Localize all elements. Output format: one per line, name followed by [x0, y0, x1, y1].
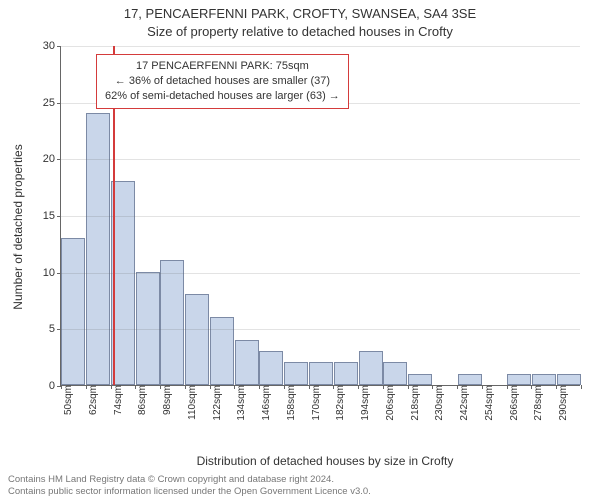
- xtick-mark: [358, 385, 359, 389]
- bar: [557, 374, 581, 385]
- xtick-label: 194sqm: [360, 385, 371, 421]
- bar: [259, 351, 283, 385]
- xtick-mark: [408, 385, 409, 389]
- xtick-mark: [86, 385, 87, 389]
- xtick-mark: [259, 385, 260, 389]
- grid-line: [61, 46, 580, 47]
- grid-line: [61, 216, 580, 217]
- ytick-mark: [57, 273, 61, 274]
- x-axis-label: Distribution of detached houses by size …: [60, 454, 590, 468]
- grid-line: [61, 159, 580, 160]
- xtick-label: 206sqm: [385, 385, 396, 421]
- xtick-label: 86sqm: [137, 385, 148, 415]
- bar: [532, 374, 556, 385]
- chart-container: 17, PENCAERFENNI PARK, CROFTY, SWANSEA, …: [0, 0, 600, 500]
- xtick-mark: [210, 385, 211, 389]
- ytick-mark: [57, 216, 61, 217]
- xtick-mark: [507, 385, 508, 389]
- footer-line-2: Contains public sector information licen…: [8, 486, 592, 498]
- highlight-tooltip: 17 PENCAERFENNI PARK: 75sqm← 36% of deta…: [96, 54, 349, 109]
- xtick-mark: [185, 385, 186, 389]
- bar: [408, 374, 432, 385]
- ytick-label: 20: [43, 153, 55, 165]
- bar: [458, 374, 482, 385]
- bar: [309, 362, 333, 385]
- ytick-mark: [57, 103, 61, 104]
- xtick-label: 182sqm: [335, 385, 346, 421]
- xtick-label: 74sqm: [113, 385, 124, 415]
- bar: [507, 374, 531, 385]
- xtick-mark: [160, 385, 161, 389]
- ytick-mark: [57, 329, 61, 330]
- bar: [61, 238, 85, 385]
- xtick-label: 98sqm: [162, 385, 173, 415]
- xtick-mark: [482, 385, 483, 389]
- footer-attribution: Contains HM Land Registry data © Crown c…: [8, 474, 592, 498]
- plot-area: 05101520253050sqm62sqm74sqm86sqm98sqm110…: [60, 46, 580, 386]
- xtick-label: 266sqm: [509, 385, 520, 421]
- xtick-label: 230sqm: [434, 385, 445, 421]
- ytick-label: 30: [43, 40, 55, 52]
- xtick-label: 170sqm: [311, 385, 322, 421]
- ytick-label: 10: [43, 267, 55, 279]
- ytick-label: 5: [49, 323, 55, 335]
- xtick-mark: [309, 385, 310, 389]
- ytick-label: 0: [49, 380, 55, 392]
- footer-line-1: Contains HM Land Registry data © Crown c…: [8, 474, 592, 486]
- tooltip-line: 62% of semi-detached houses are larger (…: [105, 89, 340, 104]
- ytick-mark: [57, 46, 61, 47]
- xtick-label: 254sqm: [484, 385, 495, 421]
- chart-title-sub: Size of property relative to detached ho…: [0, 24, 600, 39]
- bar: [284, 362, 308, 385]
- xtick-mark: [61, 385, 62, 389]
- bar: [160, 260, 184, 385]
- ytick-label: 15: [43, 210, 55, 222]
- xtick-label: 290sqm: [558, 385, 569, 421]
- bar: [185, 294, 209, 385]
- grid-line: [61, 329, 580, 330]
- bar: [359, 351, 383, 385]
- xtick-label: 158sqm: [286, 385, 297, 421]
- xtick-label: 278sqm: [533, 385, 544, 421]
- bar: [334, 362, 358, 385]
- xtick-mark: [383, 385, 384, 389]
- tooltip-line: ← 36% of detached houses are smaller (37…: [105, 74, 340, 89]
- xtick-label: 242sqm: [459, 385, 470, 421]
- chart-title-main: 17, PENCAERFENNI PARK, CROFTY, SWANSEA, …: [0, 6, 600, 21]
- bar: [136, 272, 160, 385]
- xtick-label: 146sqm: [261, 385, 272, 421]
- xtick-label: 122sqm: [212, 385, 223, 421]
- xtick-label: 218sqm: [410, 385, 421, 421]
- xtick-mark: [581, 385, 582, 389]
- y-axis-label: Number of detached properties: [11, 127, 25, 327]
- tooltip-line: 17 PENCAERFENNI PARK: 75sqm: [105, 59, 340, 74]
- bar: [210, 317, 234, 385]
- bar: [383, 362, 407, 385]
- xtick-label: 50sqm: [63, 385, 74, 415]
- ytick-label: 25: [43, 97, 55, 109]
- xtick-mark: [111, 385, 112, 389]
- xtick-mark: [284, 385, 285, 389]
- ytick-mark: [57, 159, 61, 160]
- xtick-label: 62sqm: [88, 385, 99, 415]
- bar: [86, 113, 110, 385]
- xtick-label: 134sqm: [236, 385, 247, 421]
- xtick-label: 110sqm: [187, 385, 198, 420]
- bar: [235, 340, 259, 385]
- grid-line: [61, 273, 580, 274]
